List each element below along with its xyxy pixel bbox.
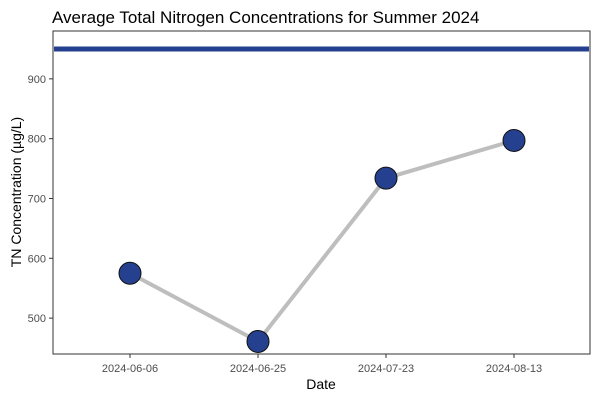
data-point [118, 261, 142, 285]
chart-title: Average Total Nitrogen Concentrations fo… [52, 8, 479, 27]
series-point-layer [118, 128, 526, 353]
y-tick-label: 900 [28, 74, 46, 86]
plot-panel [52, 30, 591, 355]
x-axis-label: Date [306, 376, 336, 392]
y-axis: 500 600 700 800 900 [28, 74, 53, 325]
data-point [246, 329, 270, 353]
y-tick-label: 500 [28, 313, 46, 325]
y-axis-label: TN Concentration (µg/L) [8, 117, 24, 267]
data-point [502, 128, 526, 152]
series-line [129, 138, 515, 344]
x-tick-label: 2024-08-13 [486, 363, 542, 375]
x-tick-label: 2024-06-25 [230, 363, 286, 375]
y-tick-label: 600 [28, 253, 46, 265]
y-tick-label: 800 [28, 134, 46, 146]
series-line-layer [129, 138, 515, 344]
y-tick-label: 700 [28, 193, 46, 205]
data-point [374, 166, 398, 190]
x-tick-label: 2024-06-06 [102, 363, 158, 375]
x-axis: 2024-06-06 2024-06-25 2024-07-23 2024-08-13 [102, 354, 542, 375]
x-tick-label: 2024-07-23 [358, 363, 414, 375]
